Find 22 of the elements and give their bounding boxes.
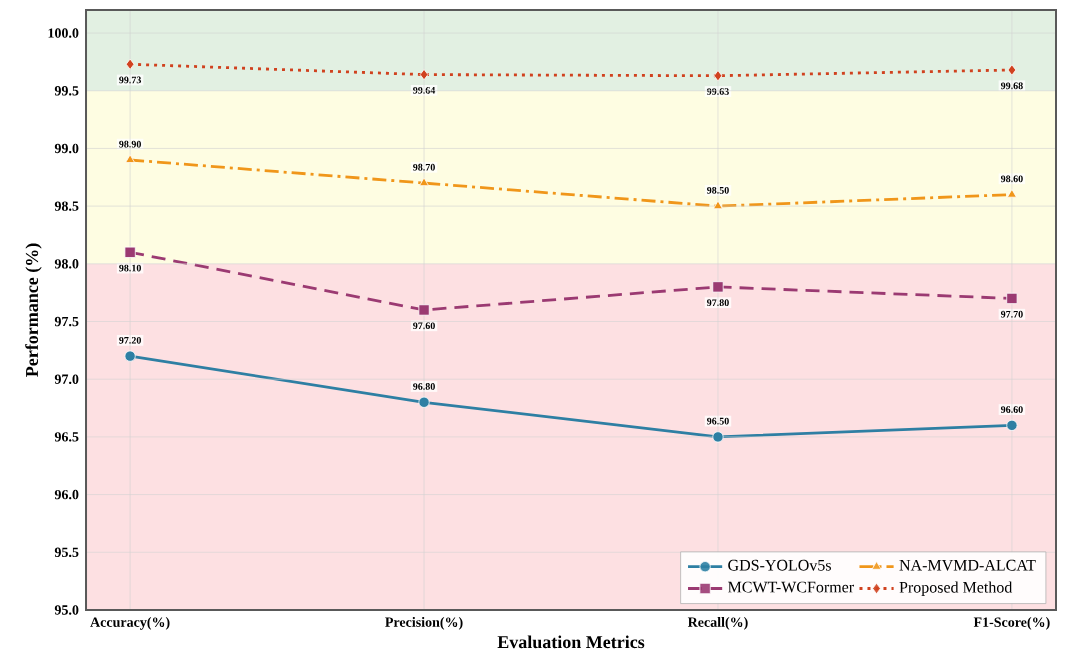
point — [125, 154, 136, 163]
point — [418, 304, 430, 316]
legend-label: Proposed Method — [899, 581, 1013, 596]
point — [419, 177, 429, 187]
point — [418, 396, 430, 408]
legend-label: GDS-YOLOv5s — [728, 559, 831, 571]
point — [125, 58, 135, 70]
legend-label: MCWT-WCFormer — [728, 581, 854, 593]
point — [1006, 419, 1018, 431]
legend-label: NA-MVMD-ALCAT — [899, 559, 1036, 571]
point — [124, 350, 136, 362]
point — [713, 200, 723, 210]
point — [124, 246, 136, 258]
point — [712, 431, 724, 443]
point — [419, 69, 429, 81]
point — [1007, 64, 1017, 76]
point — [1006, 292, 1018, 305]
point — [1007, 189, 1017, 198]
x-axis-title: Evaluation Metrics — [497, 635, 645, 649]
y-axis-title: Performance (%) — [25, 243, 42, 377]
point — [712, 281, 724, 293]
point — [713, 70, 723, 82]
